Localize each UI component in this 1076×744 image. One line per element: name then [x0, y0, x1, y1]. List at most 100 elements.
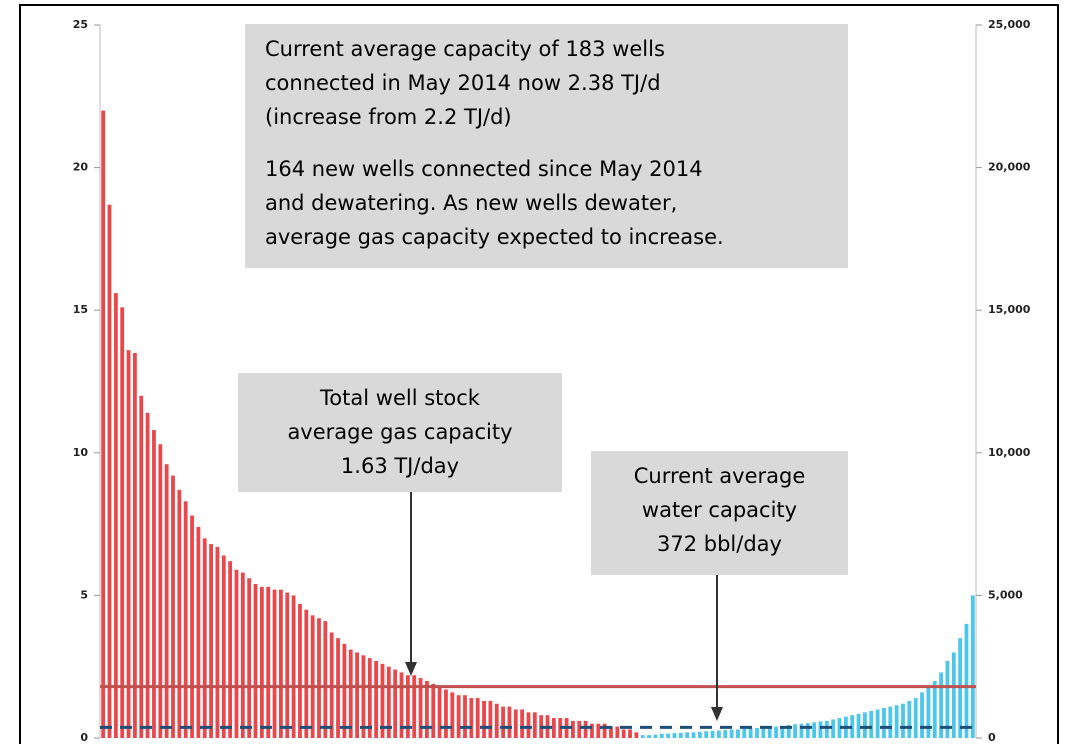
annotation-box — [238, 373, 562, 492]
bar — [304, 609, 309, 738]
bar — [856, 713, 861, 738]
bar — [494, 703, 499, 738]
bar — [634, 732, 639, 738]
bar — [596, 723, 601, 738]
bar — [190, 515, 194, 738]
bar — [355, 652, 359, 738]
annotation-text: 1.63 TJ/day — [341, 454, 459, 478]
bar — [298, 603, 302, 738]
bar — [266, 586, 271, 738]
bar — [126, 350, 131, 738]
bar — [113, 293, 118, 738]
annotation-text: water capacity — [642, 498, 797, 522]
bar — [926, 686, 931, 738]
annotation-text: average gas capacity — [287, 420, 512, 444]
bar — [615, 726, 620, 738]
y2-tick-label: 0 — [988, 731, 996, 744]
bar — [431, 683, 436, 738]
bar — [882, 708, 886, 738]
bar — [348, 649, 353, 738]
bar — [767, 727, 772, 738]
bar — [704, 731, 709, 738]
bar — [133, 352, 137, 738]
bar — [945, 660, 950, 738]
bar — [450, 692, 455, 738]
bar — [196, 526, 201, 738]
y2-tick-label: 20,000 — [988, 161, 1031, 174]
bar — [386, 666, 391, 738]
bar — [602, 723, 607, 738]
bar — [551, 718, 556, 738]
bar — [780, 726, 785, 738]
bar — [850, 715, 855, 738]
bar — [824, 720, 829, 738]
y-tick-label: 5 — [80, 588, 88, 601]
bar — [456, 695, 461, 738]
bar — [310, 615, 315, 738]
y2-tick-label: 15,000 — [988, 303, 1031, 316]
bar — [869, 710, 874, 738]
bar — [405, 675, 410, 738]
y-tick-label: 0 — [80, 731, 88, 744]
bar — [590, 723, 594, 738]
bar — [793, 724, 797, 738]
bar — [640, 735, 645, 738]
bar — [786, 725, 791, 738]
bar — [710, 730, 715, 738]
bar — [513, 709, 518, 738]
bar — [621, 729, 626, 738]
bar — [253, 583, 258, 738]
bar — [437, 686, 442, 738]
annotation-text: average gas capacity expected to increas… — [265, 225, 724, 249]
bar — [234, 569, 239, 738]
bar — [901, 703, 905, 738]
bar — [970, 595, 975, 738]
bar — [177, 489, 182, 738]
bar — [526, 712, 531, 738]
bar — [469, 698, 474, 738]
y-tick-label: 15 — [73, 303, 88, 316]
bar — [666, 733, 671, 738]
bar — [488, 700, 493, 738]
bar — [482, 700, 486, 738]
bar — [736, 729, 740, 738]
y2-tick-label: 10,000 — [988, 446, 1031, 459]
bar — [691, 732, 696, 738]
bar — [831, 719, 836, 738]
bar — [139, 395, 144, 738]
bar — [285, 592, 290, 738]
bar — [812, 722, 817, 738]
annotation-box — [245, 24, 848, 268]
bar — [628, 729, 632, 738]
bar — [863, 712, 867, 738]
annotation-box — [591, 451, 848, 575]
bar — [444, 689, 448, 738]
y-tick-label: 10 — [73, 446, 89, 459]
bar — [685, 732, 690, 738]
bar — [393, 669, 398, 738]
annotation-text: connected in May 2014 now 2.38 TJ/d — [265, 71, 661, 95]
bar — [228, 561, 233, 738]
bar — [380, 663, 385, 738]
y2-tick-label: 25,000 — [988, 18, 1031, 31]
bar — [323, 621, 328, 738]
bar — [374, 660, 379, 738]
bar — [907, 700, 912, 738]
annotation-text: Current average — [634, 464, 806, 488]
bar — [221, 555, 226, 738]
bar — [120, 307, 125, 738]
bar — [939, 672, 943, 738]
bar — [932, 680, 937, 738]
bar — [818, 721, 823, 738]
bar — [837, 718, 842, 738]
bar — [361, 655, 366, 738]
bar — [774, 726, 778, 738]
bar — [202, 538, 207, 738]
bar — [507, 706, 512, 738]
annotation-text: Total well stock — [319, 386, 481, 410]
bar — [164, 464, 169, 738]
bar — [920, 692, 924, 738]
bar — [279, 589, 283, 738]
y-tick-label: 25 — [73, 18, 88, 31]
